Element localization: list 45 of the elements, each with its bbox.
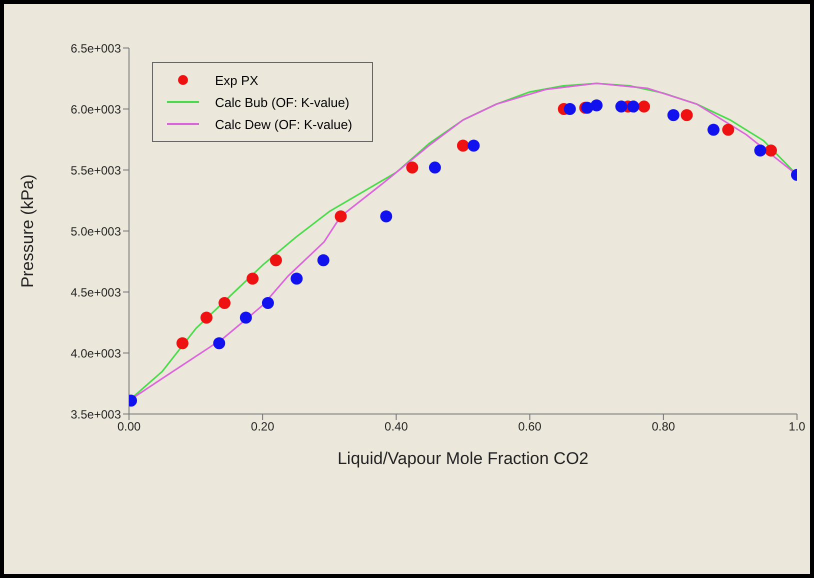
point bbox=[708, 124, 720, 136]
point bbox=[638, 100, 650, 113]
point bbox=[262, 296, 274, 309]
point bbox=[317, 254, 330, 266]
y-tick-label: 4.5e+003 bbox=[70, 285, 122, 300]
point bbox=[213, 337, 226, 350]
point bbox=[457, 140, 469, 152]
point bbox=[667, 109, 680, 122]
legend-label: Exp PX bbox=[215, 72, 258, 88]
point bbox=[380, 210, 392, 222]
point bbox=[754, 144, 766, 156]
x-tick-label: 0.60 bbox=[518, 420, 542, 434]
point bbox=[176, 337, 188, 350]
point bbox=[468, 140, 480, 152]
point bbox=[246, 272, 259, 285]
x-tick-label: 0.00 bbox=[117, 420, 141, 434]
y-tick-label: 6.5e+003 bbox=[70, 41, 122, 56]
point bbox=[200, 312, 212, 324]
y-tick-label: 5.0e+003 bbox=[70, 224, 122, 238]
x-tick-label: 0.20 bbox=[250, 420, 275, 434]
point bbox=[564, 103, 576, 115]
point bbox=[334, 210, 347, 222]
y-tick-label: 5.5e+003 bbox=[70, 163, 122, 178]
point bbox=[680, 109, 693, 122]
point bbox=[764, 144, 777, 156]
y-tick-label: 6.0e+003 bbox=[70, 102, 122, 116]
y-axis-title: Pressure (kPa) bbox=[18, 174, 38, 288]
point bbox=[722, 124, 734, 136]
y-tick-label: 3.5e+003 bbox=[70, 407, 122, 422]
point bbox=[270, 254, 282, 266]
point bbox=[406, 162, 418, 174]
x-axis-title: Liquid/Vapour Mole Fraction CO2 bbox=[337, 449, 589, 468]
x-tick-label: 1.0 bbox=[788, 420, 806, 434]
point bbox=[218, 296, 231, 309]
point bbox=[615, 100, 628, 113]
legend-label: Calc Bub (OF: K-value) bbox=[215, 94, 350, 110]
legend-label: Calc Dew (OF: K-value) bbox=[215, 116, 352, 132]
x-tick-label: 0.40 bbox=[384, 420, 408, 434]
point bbox=[590, 99, 603, 112]
y-tick-label: 4.0e+003 bbox=[70, 346, 122, 360]
point bbox=[240, 312, 252, 324]
x-tick-label: 0.80 bbox=[652, 420, 676, 434]
point bbox=[290, 272, 303, 285]
point bbox=[627, 100, 640, 113]
point bbox=[428, 162, 441, 174]
